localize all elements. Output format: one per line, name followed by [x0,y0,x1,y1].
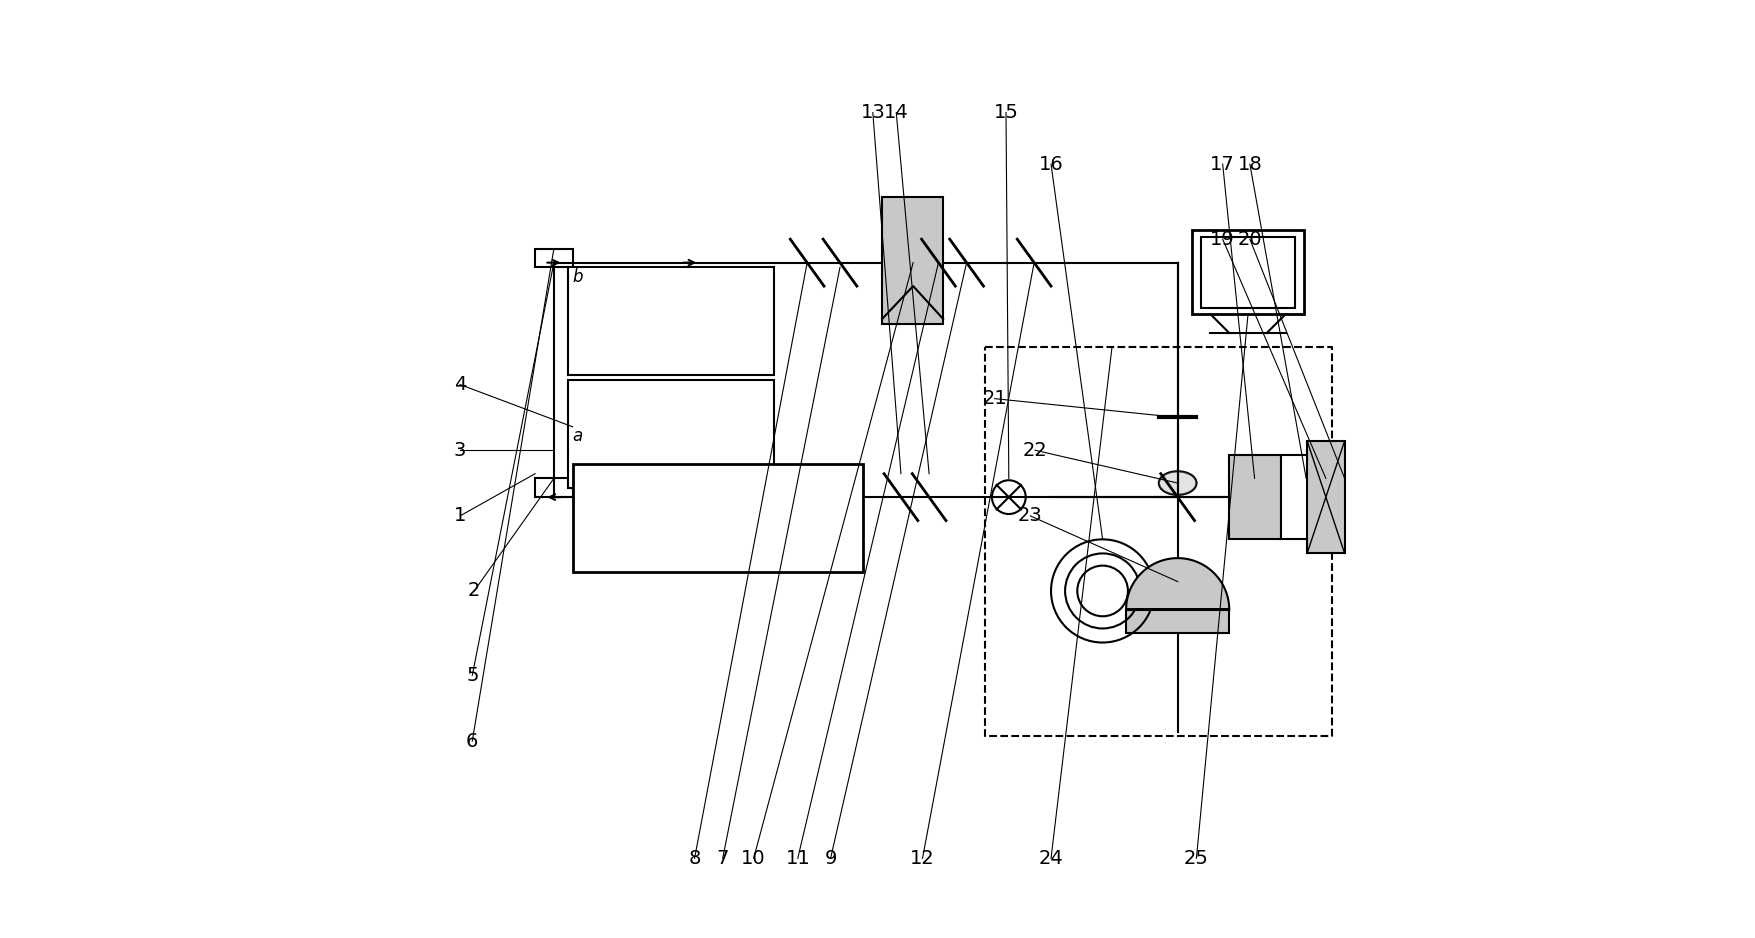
Text: 24: 24 [1039,849,1064,868]
Text: a: a [572,427,583,446]
Text: b: b [572,267,583,286]
Bar [572,464,863,572]
Bar [1281,455,1332,539]
Text: 18: 18 [1237,155,1262,174]
Text: 17: 17 [1211,155,1236,174]
Text: 7: 7 [716,849,728,868]
Bar [569,380,774,488]
Text: 2: 2 [469,582,481,600]
Bar [569,267,774,375]
Bar [1228,455,1281,539]
Text: 19: 19 [1211,230,1236,249]
Bar [883,197,942,324]
Bar [1200,237,1295,308]
Text: 22: 22 [1023,441,1048,460]
Bar [1307,441,1344,553]
Text: 25: 25 [1185,849,1209,868]
Text: 12: 12 [911,849,935,868]
Bar [1127,610,1228,633]
Text: 10: 10 [741,849,765,868]
Text: 4: 4 [455,375,467,394]
Ellipse shape [1158,471,1197,495]
Text: 3: 3 [455,441,467,460]
Polygon shape [1127,558,1228,610]
Bar [1192,230,1304,314]
Text: 8: 8 [688,849,700,868]
Text: 6: 6 [467,732,479,750]
Text: 21: 21 [983,389,1007,408]
Text: 15: 15 [993,103,1018,122]
Polygon shape [535,478,572,497]
Text: 9: 9 [825,849,837,868]
Polygon shape [535,249,572,267]
Text: 11: 11 [786,849,811,868]
Text: 5: 5 [467,666,479,685]
Text: 23: 23 [1018,507,1042,525]
Text: 14: 14 [885,103,909,122]
Text: 16: 16 [1039,155,1064,174]
Text: 1: 1 [455,507,467,525]
Text: 20: 20 [1237,230,1262,249]
Text: 13: 13 [860,103,885,122]
